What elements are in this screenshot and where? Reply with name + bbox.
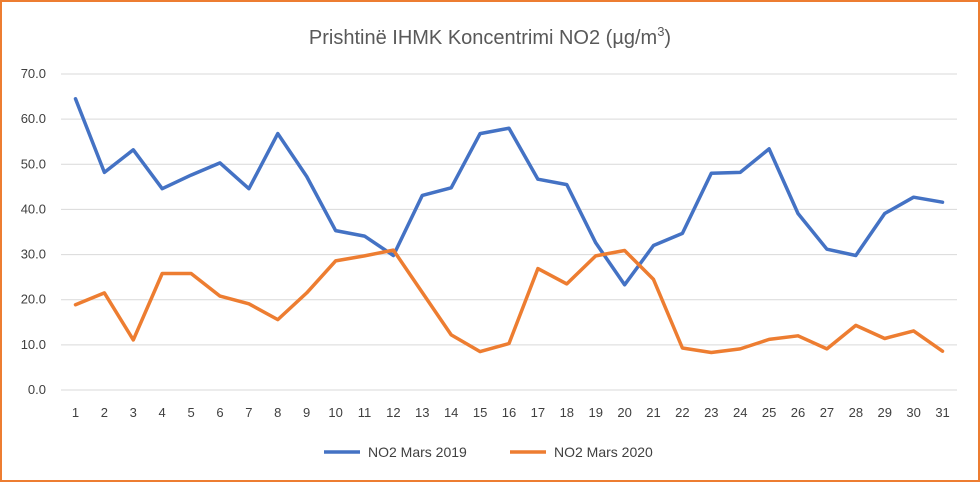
x-tick-label: 5 xyxy=(187,405,194,420)
x-tick-label: 19 xyxy=(588,405,602,420)
y-tick-label: 70.0 xyxy=(21,66,46,81)
x-tick-label: 17 xyxy=(531,405,545,420)
legend-label: NO2 Mars 2019 xyxy=(368,444,467,460)
x-tick-label: 28 xyxy=(849,405,863,420)
y-tick-label: 0.0 xyxy=(28,382,46,397)
x-tick-label: 29 xyxy=(878,405,892,420)
chart-title-superscript: 3 xyxy=(657,24,664,39)
x-tick-label: 26 xyxy=(791,405,805,420)
x-tick-label: 22 xyxy=(675,405,689,420)
x-tick-label: 9 xyxy=(303,405,310,420)
x-tick-label: 14 xyxy=(444,405,458,420)
x-tick-label: 15 xyxy=(473,405,487,420)
chart-title: Prishtinë IHMK Koncentrimi NO2 (µg/m3) xyxy=(309,24,671,49)
x-tick-label: 23 xyxy=(704,405,718,420)
x-tick-label: 21 xyxy=(646,405,660,420)
x-tick-label: 7 xyxy=(245,405,252,420)
x-tick-label: 1 xyxy=(72,405,79,420)
series-lines xyxy=(73,97,945,355)
x-tick-label: 16 xyxy=(502,405,516,420)
chart-title-close: ) xyxy=(664,27,671,49)
x-tick-label: 3 xyxy=(130,405,137,420)
x-tick-label: 27 xyxy=(820,405,834,420)
x-tick-label: 24 xyxy=(733,405,747,420)
x-axis-ticks: 1 2 3 4 5 6 7 8 9 10 11 12 13 14 15 16 17 18 19 20 21 22 23 24 2… xyxy=(72,405,950,420)
x-tick-label: 18 xyxy=(560,405,574,420)
x-tick-label: 10 xyxy=(328,405,342,420)
x-tick-label: 11 xyxy=(358,405,372,420)
x-tick-label: 30 xyxy=(906,405,920,420)
chart-title-main: Prishtinë IHMK Koncentrimi NO2 (µg/m xyxy=(309,27,657,49)
series-line-1 xyxy=(73,97,945,287)
x-tick-label: 8 xyxy=(274,405,281,420)
x-tick-label: 4 xyxy=(159,405,166,420)
x-tick-label: 31 xyxy=(935,405,949,420)
x-tick-label: 12 xyxy=(386,405,400,420)
x-tick-label: 20 xyxy=(617,405,631,420)
legend-label: NO2 Mars 2020 xyxy=(554,444,653,460)
series-line-2 xyxy=(73,248,945,355)
legend: NO2 Mars 2019 NO2 Mars 2020 xyxy=(324,444,653,460)
y-axis-ticks: 0.0 10.0 20.0 30.0 40.0 50.0 60.0 70.0 xyxy=(21,66,46,397)
y-tick-label: 50.0 xyxy=(21,156,46,171)
y-tick-label: 20.0 xyxy=(21,292,46,307)
x-tick-label: 25 xyxy=(762,405,776,420)
gridlines xyxy=(61,73,957,391)
y-tick-label: 30.0 xyxy=(21,247,46,262)
y-tick-label: 10.0 xyxy=(21,337,46,352)
y-tick-label: 40.0 xyxy=(21,201,46,216)
y-tick-label: 60.0 xyxy=(21,111,46,126)
x-tick-label: 13 xyxy=(415,405,429,420)
x-tick-label: 2 xyxy=(101,405,108,420)
x-tick-label: 6 xyxy=(216,405,223,420)
